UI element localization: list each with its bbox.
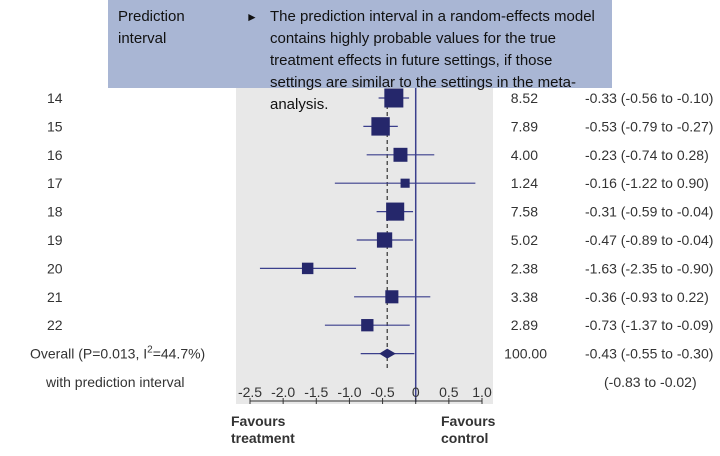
x-tick-label: 0 <box>412 384 420 400</box>
weight-label: 7.89 <box>511 118 538 134</box>
study-label: 21 <box>47 289 63 305</box>
favours-control-label: Favours control <box>441 413 496 446</box>
weight-label: 3.38 <box>511 289 538 305</box>
weight-label: 7.58 <box>511 204 538 220</box>
study-marker <box>386 202 405 221</box>
study-marker <box>361 319 374 332</box>
ci-label: -0.47 (-0.89 to -0.04) <box>585 232 713 248</box>
x-tick-label: -1.5 <box>304 384 328 400</box>
study-marker <box>376 232 393 248</box>
ci-label: -0.36 (-0.93 to 0.22) <box>585 289 709 305</box>
overall-diamond <box>379 348 396 359</box>
callout-term: Prediction interval <box>118 8 185 47</box>
ci-label: -0.16 (-1.22 to 0.90) <box>585 175 709 191</box>
study-label: 19 <box>47 232 63 248</box>
weight-label: 2.38 <box>511 260 538 276</box>
weight-label: 1.24 <box>511 175 538 191</box>
x-tick-label: 0.5 <box>439 384 459 400</box>
label-layer: 14 8.52 -0.33 (-0.56 to -0.10) 15 7.89 -0.53 … <box>30 90 713 390</box>
study-label: 20 <box>47 260 63 276</box>
x-tick-label: -0.5 <box>371 384 395 400</box>
weight-label: 8.52 <box>511 90 538 106</box>
x-tick-label: -2.5 <box>238 384 262 400</box>
study-label: 14 <box>47 90 63 106</box>
x-tick-label: -2.0 <box>271 384 295 400</box>
study-label: 18 <box>47 204 63 220</box>
x-axis: -2.5 -2.0 -1.5 -1.0 -0.5 0 0.5 1.0 <box>238 384 492 404</box>
study-marker <box>371 117 390 136</box>
prediction-interval-callout: Prediction interval ► The prediction int… <box>108 0 612 113</box>
ci-label: -0.73 (-1.37 to -0.09) <box>585 317 713 333</box>
x-tick-label: 1.0 <box>472 384 492 400</box>
favours-treatment-label: Favours treatment <box>231 413 295 446</box>
plot-layer <box>259 0 476 402</box>
ci-label: -0.53 (-0.79 to -0.27) <box>585 118 713 134</box>
ci-label: -0.33 (-0.56 to -0.10) <box>585 90 713 106</box>
overall-label: Overall (P=0.013, I2=44.7%) <box>30 345 205 362</box>
ci-label: -1.63 (-2.35 to -0.90) <box>585 260 713 276</box>
study-label: 22 <box>47 317 63 333</box>
study-marker <box>384 88 404 108</box>
weight-label: 2.89 <box>511 317 538 333</box>
overall-weight-label: 100.00 <box>504 346 547 362</box>
weight-label: 5.02 <box>511 232 538 248</box>
ci-label: -0.31 (-0.59 to -0.04) <box>585 204 713 220</box>
prediction-label: with prediction interval <box>45 374 185 390</box>
study-label: 15 <box>47 118 63 134</box>
study-marker <box>393 147 408 162</box>
study-marker <box>385 290 399 304</box>
callout-arrow-icon: ► <box>246 10 258 24</box>
study-label: 17 <box>47 175 63 191</box>
study-marker <box>301 262 314 275</box>
study-label: 16 <box>47 147 63 163</box>
study-marker <box>400 178 410 188</box>
ci-label: -0.23 (-0.74 to 0.28) <box>585 147 709 163</box>
weight-label: 4.00 <box>511 147 538 163</box>
overall-ci-label: -0.43 (-0.55 to -0.30) <box>585 346 713 362</box>
prediction-ci-label: (-0.83 to -0.02) <box>604 374 697 390</box>
x-tick-label: -1.0 <box>337 384 361 400</box>
callout-text: The prediction interval in a random-effe… <box>270 8 595 113</box>
